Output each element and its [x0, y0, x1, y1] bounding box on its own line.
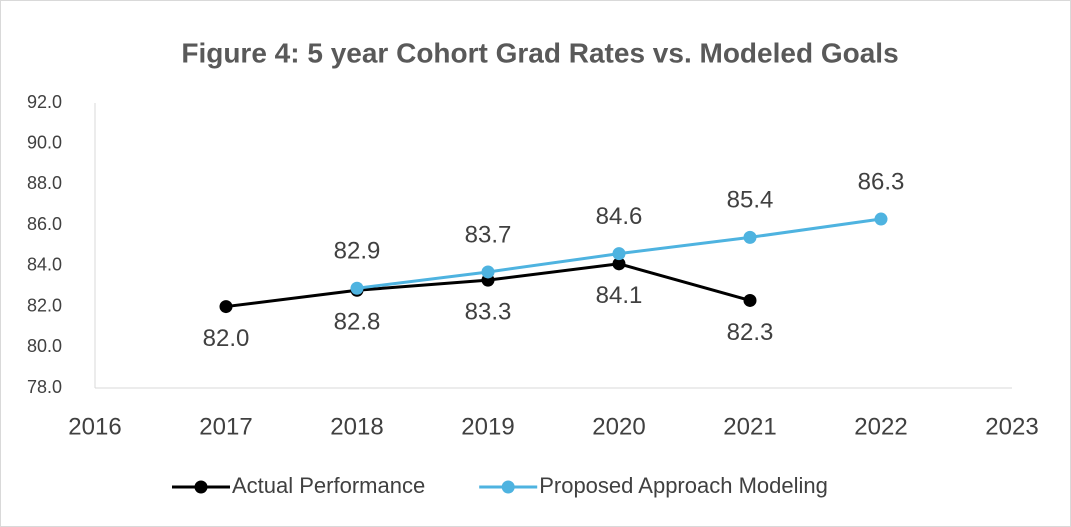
data-label: 82.0 — [203, 325, 250, 352]
data-label: 84.1 — [596, 282, 643, 309]
data-label: 83.3 — [465, 298, 512, 325]
point — [874, 212, 888, 226]
x-tick-label: 2018 — [330, 413, 383, 440]
x-tick-label: 2020 — [592, 413, 645, 440]
point — [481, 265, 495, 279]
chart-title: Figure 4: 5 year Cohort Grad Rates vs. M… — [181, 37, 898, 68]
y-tick-label: 86.0 — [27, 214, 62, 234]
point — [612, 257, 626, 271]
data-label: 85.4 — [727, 187, 774, 214]
legend-label: Actual Performance — [232, 473, 425, 498]
y-tick-label: 80.0 — [27, 336, 62, 356]
legend-marker — [501, 480, 515, 494]
data-label: 84.6 — [596, 203, 643, 230]
y-tick-label: 82.0 — [27, 295, 62, 315]
x-tick-label: 2021 — [723, 413, 776, 440]
legend-marker — [194, 480, 208, 494]
y-tick-label: 92.0 — [27, 92, 62, 112]
data-label: 86.3 — [858, 168, 905, 195]
y-tick-label: 88.0 — [27, 173, 62, 193]
x-tick-label: 2019 — [461, 413, 514, 440]
point — [743, 293, 757, 307]
x-tick-label: 2016 — [68, 413, 121, 440]
data-label: 82.9 — [334, 238, 381, 265]
x-tick-label: 2017 — [199, 413, 252, 440]
x-tick-label: 2023 — [985, 413, 1038, 440]
point — [743, 230, 757, 244]
data-label: 83.7 — [465, 221, 512, 248]
x-tick-label: 2022 — [854, 413, 907, 440]
point — [350, 281, 364, 295]
y-tick-label: 90.0 — [27, 132, 62, 152]
legend-label: Proposed Approach Modeling — [539, 473, 828, 498]
y-tick-label: 84.0 — [27, 255, 62, 275]
point — [612, 247, 626, 261]
point — [219, 300, 233, 314]
data-label: 82.3 — [727, 319, 774, 346]
y-tick-label: 78.0 — [27, 377, 62, 397]
data-label: 82.8 — [334, 309, 381, 336]
